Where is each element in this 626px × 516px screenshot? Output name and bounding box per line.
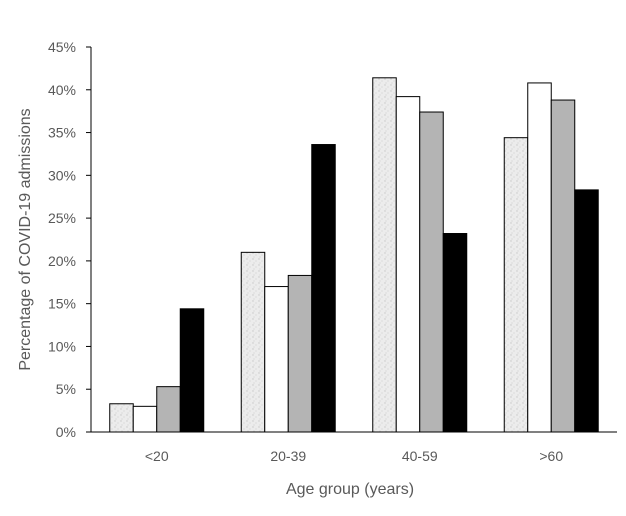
y-tick-label: 45% bbox=[48, 39, 76, 55]
bar-series1-2039 bbox=[240, 251, 266, 433]
x-axis-ticks: <20 20-39 40-59 >60 bbox=[145, 448, 563, 464]
y-tick-label: 10% bbox=[48, 338, 76, 354]
y-tick-label: 5% bbox=[56, 381, 76, 397]
bar-series4-4059 bbox=[442, 233, 468, 433]
y-axis-title: Percentage of COVID-19 admissions bbox=[17, 108, 34, 370]
bar-series2-60 bbox=[527, 82, 552, 433]
y-tick-label: 0% bbox=[56, 424, 76, 440]
x-tick-label: 40-59 bbox=[402, 448, 438, 464]
bar-series2-4059 bbox=[395, 96, 421, 433]
bar-series3-20 bbox=[156, 386, 181, 433]
bar-series2-20 bbox=[132, 405, 158, 433]
x-tick-label: 20-39 bbox=[270, 448, 306, 464]
y-tick-label: 30% bbox=[48, 167, 76, 183]
bar-series4-2039 bbox=[311, 144, 336, 433]
bar-series1-60 bbox=[503, 137, 529, 433]
bar-series1-20 bbox=[109, 403, 134, 433]
bar-series1-4059 bbox=[372, 77, 397, 433]
y-tick-label: 15% bbox=[48, 296, 76, 312]
y-tick-label: 25% bbox=[48, 210, 76, 226]
y-tick-label: 40% bbox=[48, 82, 76, 98]
bar-series3-60 bbox=[550, 99, 576, 433]
y-axis-ticks: 0% 5% 10% 15% 20% 25% 30% 35% 40% 45% bbox=[48, 39, 91, 440]
x-tick-label: <20 bbox=[145, 448, 169, 464]
y-tick-label: 35% bbox=[48, 125, 76, 141]
y-tick-label: 20% bbox=[48, 253, 76, 269]
x-tick-label: >60 bbox=[539, 448, 563, 464]
bar-series3-2039 bbox=[287, 274, 313, 433]
bar-series2-2039 bbox=[264, 286, 289, 433]
bar-series4-20 bbox=[179, 308, 205, 433]
bar-series3-4059 bbox=[419, 111, 444, 433]
x-axis-title: Age group (years) bbox=[286, 481, 414, 498]
bar-series4-60 bbox=[574, 189, 599, 433]
bars bbox=[109, 77, 599, 433]
